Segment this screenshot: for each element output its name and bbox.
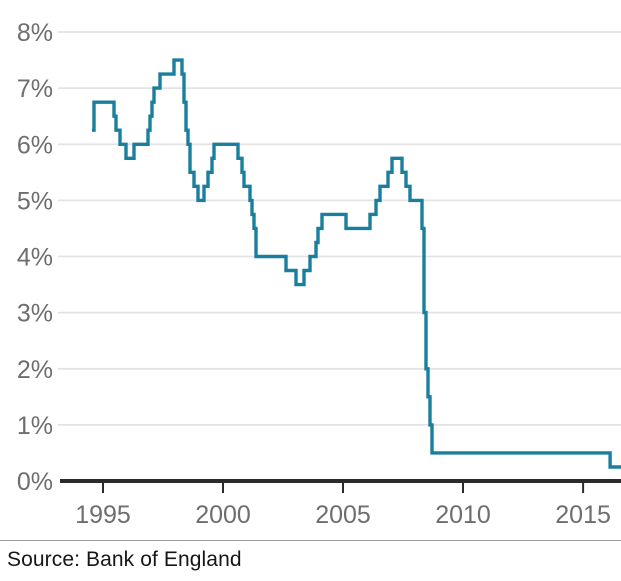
source-label: Source: Bank of England bbox=[7, 548, 242, 571]
x-axis-label: 2015 bbox=[555, 501, 611, 529]
x-axis-label: 2005 bbox=[315, 501, 371, 529]
y-axis-label: 6% bbox=[17, 131, 53, 159]
y-axis-label: 8% bbox=[17, 19, 53, 47]
y-axis-label: 4% bbox=[17, 244, 53, 272]
y-axis-label: 3% bbox=[17, 300, 53, 328]
y-axis-label: 1% bbox=[17, 412, 53, 440]
x-axis-label: 1995 bbox=[75, 501, 131, 529]
x-axis-label: 2010 bbox=[435, 501, 491, 529]
rate-line bbox=[92, 58, 621, 469]
x-axis-line bbox=[60, 479, 621, 483]
y-axis-label: 2% bbox=[17, 356, 53, 384]
y-axis-label: 5% bbox=[17, 187, 53, 215]
y-axis-label: 7% bbox=[17, 75, 53, 103]
rate-chart: 0% 1% 2% 3% 4% 5% 6% 7% 8% 1995 2000 2005 2010 2015 bbox=[17, 19, 621, 529]
x-axis-label: 2000 bbox=[195, 501, 251, 529]
source-divider bbox=[0, 540, 621, 541]
y-axis-label: 0% bbox=[17, 468, 53, 496]
